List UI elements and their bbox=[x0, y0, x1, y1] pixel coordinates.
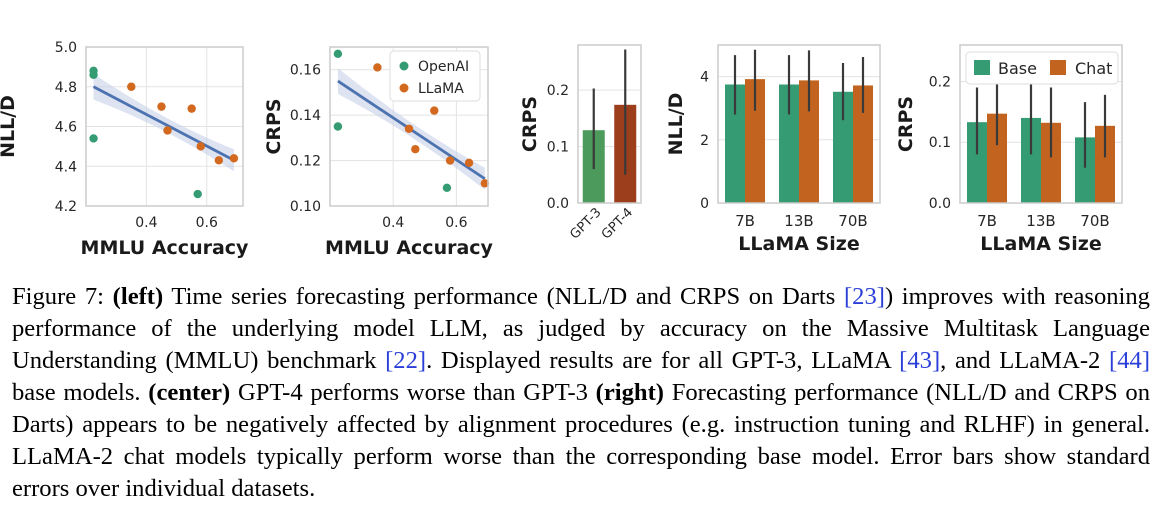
bar bbox=[1021, 117, 1041, 203]
bar bbox=[853, 85, 873, 203]
legend-swatch-base bbox=[974, 60, 990, 75]
y-axis-label: CRPS bbox=[519, 96, 541, 152]
bar bbox=[745, 79, 765, 203]
x-axis-label: MMLU Accuracy bbox=[81, 237, 249, 259]
x-tick-label: GPT-3 bbox=[567, 205, 604, 242]
y-tick-label: 0 bbox=[700, 196, 709, 212]
data-point bbox=[196, 142, 205, 151]
y-tick-label: 5.0 bbox=[55, 40, 77, 56]
x-tick-label: 0.6 bbox=[196, 215, 218, 231]
y-axis-label: CRPS bbox=[895, 96, 917, 152]
bar bbox=[987, 113, 1007, 203]
data-point bbox=[373, 63, 382, 72]
x-tick-label: 70B bbox=[838, 212, 867, 230]
data-point bbox=[411, 145, 420, 154]
figure-caption: Figure 7: (left) Time series forecasting… bbox=[12, 283, 1151, 502]
bar bbox=[1075, 137, 1095, 203]
citation-link[interactable]: [22] bbox=[385, 347, 427, 374]
figure-label: Figure 7: bbox=[12, 283, 104, 310]
x-tick-label: 7B bbox=[735, 212, 755, 230]
x-axis-label: LLaMA Size bbox=[980, 233, 1101, 255]
x-tick-label: 70B bbox=[1080, 212, 1109, 230]
citation-link[interactable]: [23] bbox=[843, 283, 885, 310]
legend-box bbox=[389, 50, 481, 102]
figure-panels: 4.2 4.4 4.6 4.8 5.0 0.4 0.6 NLL/D MMLU Accuracy 0… bbox=[0, 40, 1123, 259]
bar-3-frame bbox=[577, 44, 642, 204]
data-point bbox=[193, 189, 202, 199]
y-tick-label: 2 bbox=[700, 133, 709, 149]
bar bbox=[725, 84, 745, 203]
x-tick-label: 0.6 bbox=[445, 215, 467, 231]
legend-box bbox=[965, 51, 1119, 85]
y-axis-label: CRPS bbox=[263, 98, 285, 154]
y-tick-label: 4 bbox=[700, 70, 709, 86]
data-point bbox=[480, 179, 490, 188]
data-point bbox=[333, 122, 343, 131]
x-tick-label: 0.4 bbox=[382, 215, 404, 231]
data-point bbox=[229, 154, 239, 163]
bar bbox=[833, 91, 853, 203]
data-point bbox=[214, 156, 224, 165]
scatter-2-frame bbox=[329, 46, 489, 207]
x-tick-label: 0.4 bbox=[135, 215, 157, 231]
data-point bbox=[89, 70, 98, 80]
legend-label-chat: Chat bbox=[1075, 59, 1112, 78]
y-axis-label: NLL/D bbox=[665, 93, 687, 156]
legend: OpenAI LLaMA bbox=[389, 50, 481, 102]
data-point bbox=[89, 134, 98, 143]
bar bbox=[1095, 125, 1115, 203]
legend-label-base: Base bbox=[998, 59, 1037, 78]
x-tick-label: 13B bbox=[1026, 212, 1055, 230]
data-point bbox=[187, 104, 196, 113]
data-point bbox=[163, 126, 172, 135]
x-tick-label: GPT-4 bbox=[599, 205, 636, 242]
y-tick-label: 0.0 bbox=[929, 196, 951, 212]
y-tick-label: 0.1 bbox=[929, 135, 951, 151]
caption-center-keyword: center bbox=[156, 379, 223, 406]
x-tick-label: 13B bbox=[784, 212, 813, 230]
legend-swatch-chat bbox=[1050, 60, 1066, 75]
legend-marker-llama bbox=[399, 83, 409, 93]
y-tick-label: 0.14 bbox=[290, 108, 321, 124]
caption-left-keyword: left bbox=[120, 283, 155, 310]
y-tick-label: 0.2 bbox=[547, 83, 569, 99]
data-point bbox=[442, 183, 452, 193]
bar bbox=[1041, 122, 1061, 203]
data-point bbox=[333, 49, 343, 59]
legend-marker-openai bbox=[399, 61, 409, 71]
y-tick-label: 0.0 bbox=[547, 196, 569, 212]
data-point bbox=[464, 158, 474, 168]
data-point bbox=[127, 82, 136, 91]
x-axis-label: MMLU Accuracy bbox=[325, 237, 493, 259]
y-tick-label: 4.2 bbox=[55, 199, 77, 215]
bar bbox=[967, 122, 987, 203]
y-tick-label: 0.10 bbox=[290, 199, 321, 215]
y-tick-label: 0.1 bbox=[547, 140, 569, 156]
legend-label-openai: OpenAI bbox=[418, 59, 469, 75]
y-tick-label: 0.12 bbox=[290, 154, 321, 170]
y-tick-label: 0.2 bbox=[929, 74, 951, 90]
data-point bbox=[430, 106, 439, 115]
data-point bbox=[157, 102, 166, 111]
y-tick-label: 4.6 bbox=[55, 120, 77, 136]
bar-4-frame bbox=[717, 44, 881, 204]
y-tick-label: 0.16 bbox=[290, 63, 321, 79]
y-tick-label: 4.4 bbox=[55, 159, 77, 175]
y-tick-label: 4.8 bbox=[55, 80, 77, 96]
scatter-1-frame bbox=[85, 46, 244, 207]
y-axis-label: NLL/D bbox=[0, 95, 19, 158]
citation-link[interactable]: [44] bbox=[1109, 347, 1151, 374]
bar bbox=[799, 80, 819, 203]
citation-link[interactable]: [43] bbox=[899, 347, 941, 374]
legend-label-llama: LLaMA bbox=[418, 81, 464, 97]
bar-5-frame bbox=[959, 44, 1123, 204]
caption-right-keyword: right bbox=[603, 379, 656, 406]
regression-line bbox=[92, 85, 235, 162]
bar bbox=[779, 84, 799, 203]
data-point bbox=[445, 156, 455, 165]
data-point bbox=[404, 124, 414, 133]
x-axis-label: LLaMA Size bbox=[738, 233, 859, 255]
x-tick-label: 7B bbox=[977, 212, 997, 230]
legend: Base Chat bbox=[965, 51, 1119, 85]
